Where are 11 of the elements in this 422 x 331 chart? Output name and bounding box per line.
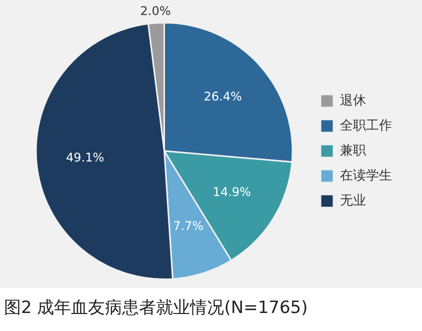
- legend-label: 在读学生: [340, 168, 392, 184]
- data-label: 2.0%: [140, 4, 171, 18]
- data-label: 49.1%: [66, 150, 104, 165]
- legend-label: 无业: [340, 193, 366, 208]
- legend-label: 兼职: [340, 143, 366, 158]
- data-label: 14.9%: [212, 184, 251, 199]
- data-label: 26.4%: [204, 89, 242, 104]
- text: 图2 成年血友病患者就业情况(N=1765): [3, 297, 309, 319]
- legend-label: 退休: [340, 93, 366, 108]
- legend-label: 全职工作: [340, 118, 392, 134]
- data-label: 7.7%: [173, 218, 204, 233]
